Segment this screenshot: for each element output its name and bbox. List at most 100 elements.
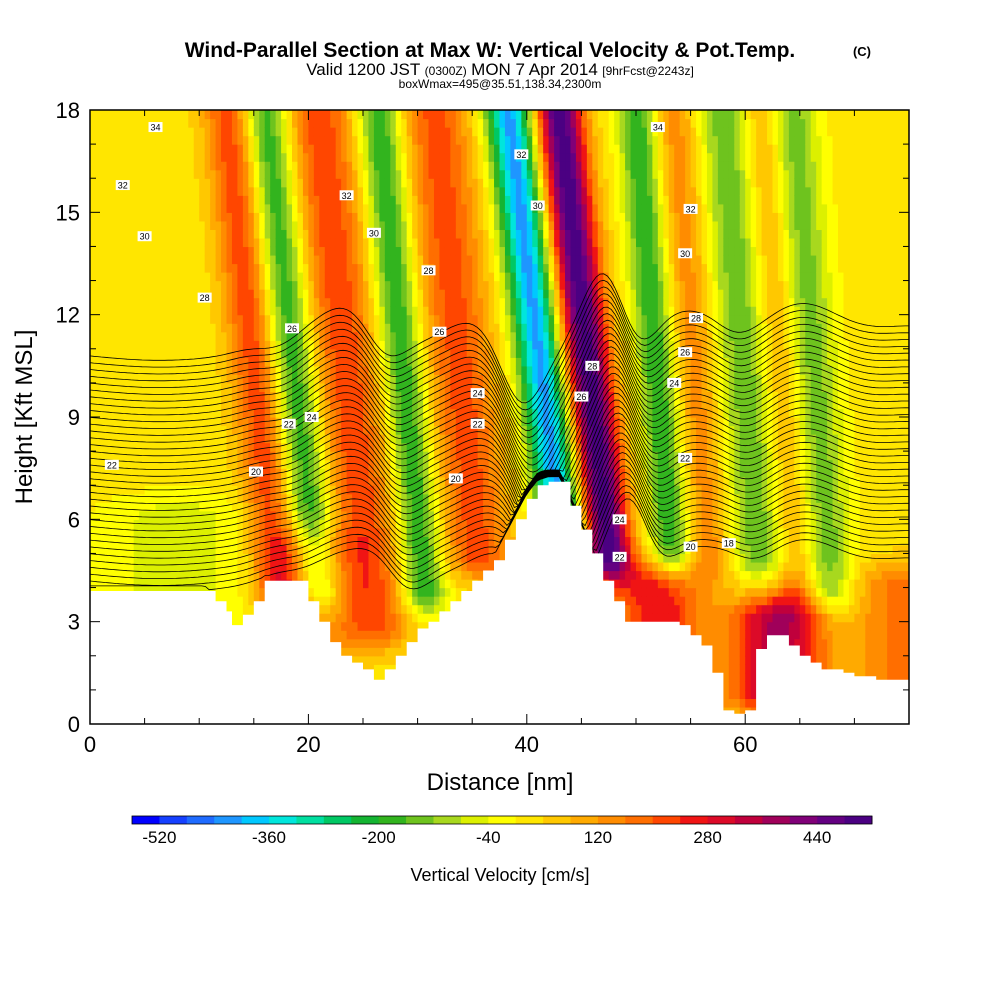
heat-cell [171,476,178,486]
heat-cell [384,263,391,273]
heat-cell [226,442,233,452]
heat-cell [150,493,157,503]
heat-cell [210,425,217,435]
heat-cell [182,127,189,137]
heat-cell [264,408,271,418]
heat-cell [231,186,239,196]
heat-cell [275,374,282,384]
heat-cell [95,510,102,520]
heat-cell [390,314,397,324]
heat-cell [357,229,364,239]
heat-cell [444,476,451,486]
heat-cell [144,314,151,324]
heat-cell [433,579,441,589]
heat-cell [133,340,140,350]
heat-cell [221,493,228,503]
heat-cell [253,408,260,418]
heat-cell [439,314,446,324]
heat-cell [242,272,249,282]
heat-cell [417,323,424,333]
heat-cell [259,280,266,290]
heat-cell [352,272,359,282]
heat-cell [368,169,375,179]
heat-cell [341,510,348,520]
heat-cell [412,587,419,597]
heat-cell [417,502,424,512]
heat-cell [461,382,468,393]
heat-cell [128,246,135,256]
heat-cell [292,434,299,444]
heat-cell [450,212,457,222]
heat-cell [253,502,260,512]
heat-cell [100,314,107,324]
heat-cell [226,169,233,179]
heat-cell [384,621,391,631]
heat-cell [264,254,271,265]
heat-cell [346,152,353,162]
heat-cell [324,510,331,520]
heat-cell [117,357,124,367]
heat-cell [324,161,331,171]
heat-cell [401,647,408,657]
heat-cell [302,425,309,435]
heat-cell [417,417,424,427]
heat-cell [439,399,446,410]
heat-cell [270,536,277,546]
heat-cell [139,220,146,230]
heat-cell [412,374,419,384]
heat-cell [373,186,380,196]
heat-cell [199,493,206,503]
heat-cell [292,280,299,290]
heat-cell [253,161,260,171]
heat-cell [237,246,244,256]
heat-cell [215,263,222,273]
heat-cell [177,527,184,537]
heat-cell [292,391,299,401]
heat-cell [417,118,424,128]
heat-cell [144,468,151,478]
heat-cell [373,527,380,537]
heat-cell [412,220,419,230]
heat-cell [237,340,244,350]
heat-cell [259,272,266,282]
heat-cell [450,570,457,580]
heat-cell [330,306,337,316]
heat-cell [406,451,413,461]
heat-cell [264,118,271,128]
heat-cell [166,510,173,520]
heat-cell [439,195,446,205]
heat-cell [248,246,255,256]
heat-cell [417,570,424,580]
heat-cell [439,459,446,469]
heat-cell [423,289,430,299]
heat-cell [177,289,184,299]
heat-cell [401,178,408,188]
heat-cell [439,476,446,486]
heat-cell [352,237,359,248]
heat-cell [144,348,151,358]
heat-cell [346,510,353,520]
heat-cell [313,246,320,256]
heat-cell [95,152,102,162]
heat-cell [384,237,391,248]
heat-cell [253,144,260,154]
heat-cell [357,331,364,341]
heat-cell [308,263,315,273]
heat-cell [275,391,282,401]
heat-cell [90,442,97,452]
heat-cell [177,323,184,333]
heat-cell [199,323,206,333]
heat-cell [133,161,140,171]
heat-cell [455,408,462,418]
heat-cell [401,254,408,265]
heat-cell [242,476,249,486]
heat-cell [117,169,124,179]
heat-cell [373,195,380,205]
heat-cell [308,169,315,179]
heat-cell [111,178,118,188]
heat-cell [242,340,249,350]
heat-cell [302,144,309,154]
heat-cell [122,417,129,427]
heat-cell [444,459,451,469]
heat-cell [253,331,260,341]
